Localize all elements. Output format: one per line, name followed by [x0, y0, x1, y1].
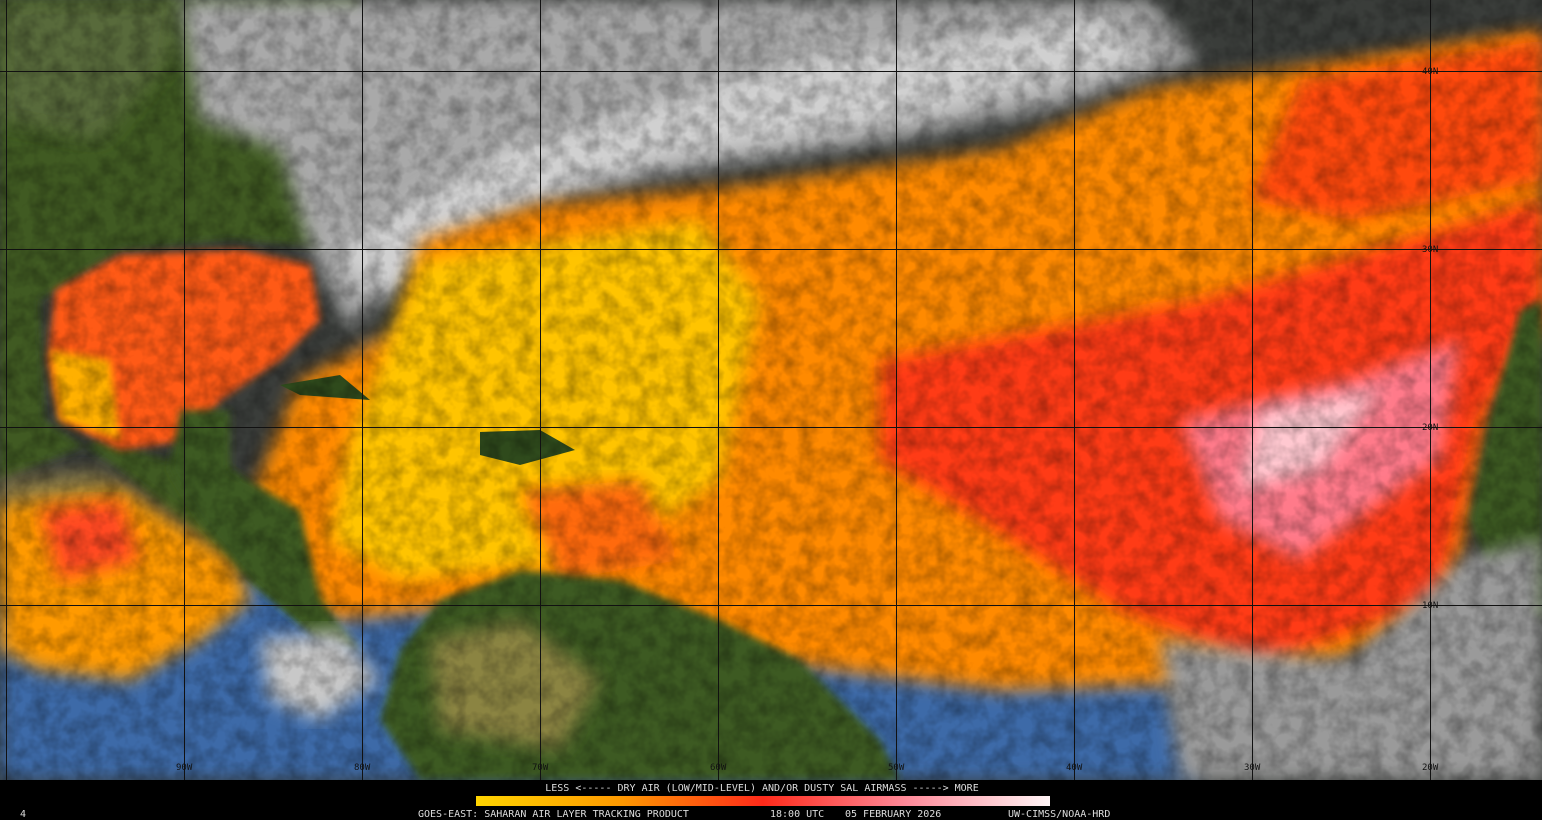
- grid-labels: 90W 80W 70W 60W 50W 40W 30W 20W 40N 30N 20N 10N: [176, 67, 1439, 773]
- legend-caption: LESS <----- DRY AIR (LOW/MID-LEVEL) AND/…: [545, 783, 978, 794]
- lon-label: 30W: [1244, 763, 1261, 773]
- lon-label: 70W: [532, 763, 549, 773]
- legend-colorbar: [476, 796, 1050, 806]
- footer-credit: UW-CIMSS/NOAA-HRD: [1008, 809, 1110, 820]
- lat-label: 20N: [1422, 423, 1438, 433]
- imagery: [0, 0, 1542, 780]
- frame-number: 4: [20, 809, 26, 820]
- footer-product: GOES-EAST: SAHARAN AIR LAYER TRACKING PR…: [418, 809, 689, 820]
- lat-label: 10N: [1422, 601, 1438, 611]
- footer-time: 18:00 UTC: [770, 809, 824, 820]
- lon-label: 60W: [710, 763, 727, 773]
- lon-label: 20W: [1422, 763, 1439, 773]
- lat-label: 40N: [1422, 67, 1438, 77]
- lon-label: 50W: [888, 763, 905, 773]
- lat-label: 30N: [1422, 245, 1438, 255]
- lon-label: 40W: [1066, 763, 1083, 773]
- lon-label: 90W: [176, 763, 193, 773]
- footer-date: 05 FEBRUARY 2026: [845, 809, 941, 820]
- lon-label: 80W: [354, 763, 371, 773]
